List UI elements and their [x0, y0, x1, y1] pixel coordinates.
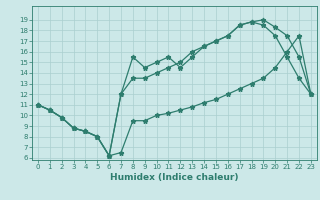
X-axis label: Humidex (Indice chaleur): Humidex (Indice chaleur) [110, 173, 239, 182]
